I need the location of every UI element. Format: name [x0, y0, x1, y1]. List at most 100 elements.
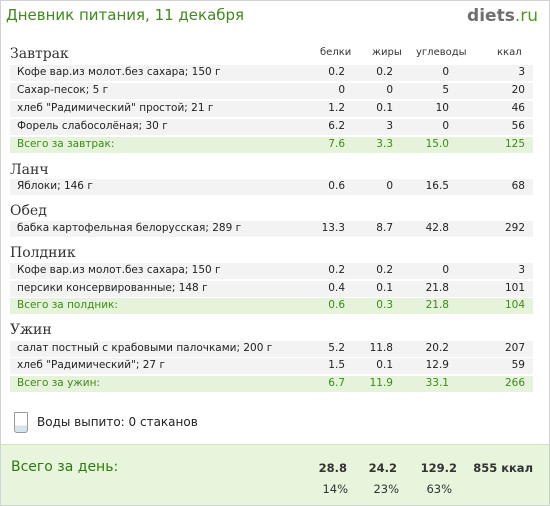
protein-value: 7.6 [328, 138, 345, 150]
food-name: персики консервированные; 148 г [17, 282, 208, 294]
column-kcal: ккал [497, 47, 522, 58]
protein-value: 0.6 [328, 299, 345, 311]
column-protein: белки [320, 47, 352, 58]
fat-value: 3.3 [376, 138, 393, 150]
table-row: бабка картофельная белорусская; 289 г 13… [10, 221, 533, 237]
page-title: Дневник питания, 11 декабря [6, 6, 245, 24]
carbs-value: 10 [435, 102, 449, 114]
fat-value: 0.1 [376, 359, 393, 371]
protein-value: 6.2 [328, 120, 345, 132]
kcal-value: 3 [518, 66, 525, 78]
day-fat-value: 24.2 [368, 461, 397, 475]
carbs-value: 42.8 [425, 222, 449, 234]
fat-value: 11.8 [369, 342, 393, 354]
protein-value: 0.2 [328, 66, 345, 78]
protein-value: 0.4 [328, 282, 345, 294]
water-counter: Воды выпито: 0 стаканов [37, 415, 198, 429]
protein-value: 5.2 [328, 342, 345, 354]
meal-total-row: Всего за ужин: 6.7 11.9 33.1 266 [10, 376, 533, 392]
meal-title-afternoon-snack: Полдник [10, 245, 76, 261]
protein-value: 1.2 [328, 102, 345, 114]
protein-value: 0.2 [328, 264, 345, 276]
meal-total-row: Всего за полдник: 0.6 0.3 21.8 104 [10, 298, 533, 314]
kcal-value: 266 [504, 377, 525, 389]
carbs-value: 21.8 [425, 299, 449, 311]
kcal-value: 68 [511, 180, 525, 192]
day-total-panel: Всего за день: 28.8 24.2 129.2 855 ккал … [1, 444, 549, 505]
kcal-value: 59 [511, 359, 525, 371]
fat-value: 0.1 [376, 102, 393, 114]
food-name: Кофе вар.из молот.без сахара; 150 г [17, 66, 221, 78]
meal-title-breakfast: Завтрак [10, 46, 69, 62]
food-name: хлеб "Радимический" простой; 21 г [17, 102, 214, 114]
kcal-value: 56 [511, 120, 525, 132]
food-name: салат постный с крабовыми палочками; 200… [17, 342, 273, 354]
food-name: Форель слабосолёная; 30 г [17, 120, 168, 132]
table-row: Форель слабосолёная; 30 г 6.2 3 0 56 [10, 119, 533, 135]
kcal-value: 3 [518, 264, 525, 276]
site-logo: diets.ru [467, 6, 538, 26]
table-row: Кофе вар.из молот.без сахара; 150 г 0.2 … [10, 263, 533, 279]
food-name: Кофе вар.из молот.без сахара; 150 г [17, 264, 221, 276]
day-fat-percent: 23% [373, 482, 399, 496]
kcal-value: 125 [504, 138, 525, 150]
table-row: хлеб "Радимический"; 27 г 1.5 0.1 12.9 5… [10, 358, 533, 374]
carbs-value: 15.0 [425, 138, 449, 150]
fat-value: 0 [386, 180, 393, 192]
table-row: Яблоки; 146 г 0.6 0 16.5 68 [10, 179, 533, 195]
kcal-value: 46 [511, 102, 525, 114]
column-fat: жиры [372, 47, 402, 58]
carbs-value: 0 [442, 66, 449, 78]
food-name: бабка картофельная белорусская; 289 г [17, 222, 242, 234]
day-protein-value: 28.8 [318, 461, 347, 475]
carbs-value: 5 [442, 84, 449, 96]
food-name: Яблоки; 146 г [17, 180, 93, 192]
glass-icon [14, 412, 28, 433]
table-row: хлеб "Радимический" простой; 21 г 1.2 0.… [10, 101, 533, 117]
fat-value: 0.2 [376, 264, 393, 276]
meal-title-supper: Ужин [10, 322, 52, 338]
fat-value: 0.2 [376, 66, 393, 78]
fat-value: 0.3 [376, 299, 393, 311]
fat-value: 11.9 [369, 377, 393, 389]
day-protein-percent: 14% [322, 482, 348, 496]
table-row: салат постный с крабовыми палочками; 200… [10, 341, 533, 357]
carbs-value: 12.9 [425, 359, 449, 371]
protein-value: 6.7 [328, 377, 345, 389]
table-header: белки жиры углеводы ккал [0, 47, 548, 61]
day-kcal-value: 855 ккал [473, 461, 533, 475]
protein-value: 0.6 [328, 180, 345, 192]
carbs-value: 0 [442, 120, 449, 132]
kcal-value: 207 [504, 342, 525, 354]
fat-value: 3 [386, 120, 393, 132]
total-label: Всего за завтрак: [17, 138, 115, 150]
day-carbs-percent: 63% [426, 482, 452, 496]
logo-main: diets [467, 6, 515, 26]
day-carbs-value: 129.2 [420, 461, 457, 475]
day-total-label: Всего за день: [11, 459, 119, 475]
food-name: хлеб "Радимический"; 27 г [17, 359, 165, 371]
column-carbs: углеводы [416, 47, 467, 58]
carbs-value: 21.8 [425, 282, 449, 294]
table-row: персики консервированные; 148 г 0.4 0.1 … [10, 281, 533, 297]
carbs-value: 33.1 [425, 377, 449, 389]
carbs-value: 20.2 [425, 342, 449, 354]
kcal-value: 292 [504, 222, 525, 234]
meal-title-lunch: Ланч [10, 162, 49, 178]
total-label: Всего за полдник: [17, 299, 118, 311]
fat-value: 8.7 [376, 222, 393, 234]
protein-value: 1.5 [328, 359, 345, 371]
fat-value: 0 [386, 84, 393, 96]
protein-value: 13.3 [321, 222, 345, 234]
total-label: Всего за ужин: [17, 377, 100, 389]
table-row: Кофе вар.из молот.без сахара; 150 г 0.2 … [10, 65, 533, 81]
meal-title-dinner: Обед [10, 203, 47, 219]
carbs-value: 0 [442, 264, 449, 276]
kcal-value: 104 [504, 299, 525, 311]
protein-value: 0 [338, 84, 345, 96]
logo-tld: .ru [514, 6, 538, 26]
carbs-value: 16.5 [425, 180, 449, 192]
table-row: Сахар-песок; 5 г 0 0 5 20 [10, 83, 533, 99]
meal-total-row: Всего за завтрак: 7.6 3.3 15.0 125 [10, 137, 533, 153]
kcal-value: 20 [511, 84, 525, 96]
